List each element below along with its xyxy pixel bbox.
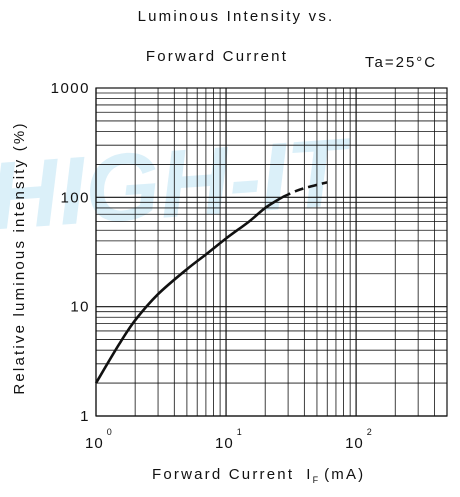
y-tick-labels: 1000 100 10 1 <box>51 80 90 425</box>
x-tick-exponent: 0 <box>107 427 113 437</box>
plot-frame <box>95 87 448 417</box>
x-tick-exponent: 1 <box>237 427 243 437</box>
y-tick-label: 1 <box>80 408 90 425</box>
x-tick-base: 10 <box>345 435 364 452</box>
series-line-dashed <box>281 181 328 199</box>
chart-title-line2: Forward Current <box>146 48 288 65</box>
y-tick-label: 10 <box>70 299 90 316</box>
watermark-text: HIGH-IT <box>0 118 357 250</box>
x-axis-label-symbol: I <box>306 466 312 483</box>
watermark: HIGH-IT <box>0 118 357 250</box>
condition-label: Ta=25°C <box>365 54 437 71</box>
x-tick-exponent: 2 <box>367 427 373 437</box>
y-tick-label: 100 <box>60 189 90 206</box>
x-tick-base: 10 <box>215 435 234 452</box>
series-group <box>94 181 328 384</box>
chart-title-line1: Luminous Intensity vs. <box>138 8 335 25</box>
y-tick-label: 1000 <box>51 80 90 97</box>
x-axis-label-unit: (mA) <box>324 466 365 483</box>
x-tick-base: 10 <box>85 435 104 452</box>
series-line-solid <box>94 196 283 384</box>
x-axis-label: Forward Current IF (mA) <box>152 466 365 485</box>
x-tick-label: 100 <box>85 427 113 452</box>
y-axis-label: Relative luminous intensity (%) <box>11 121 28 394</box>
x-tick-label: 102 <box>345 427 373 452</box>
x-axis-label-subscript: F <box>313 475 319 485</box>
x-axis-label-main: Forward Current <box>152 466 294 483</box>
x-tick-label: 101 <box>215 427 243 452</box>
